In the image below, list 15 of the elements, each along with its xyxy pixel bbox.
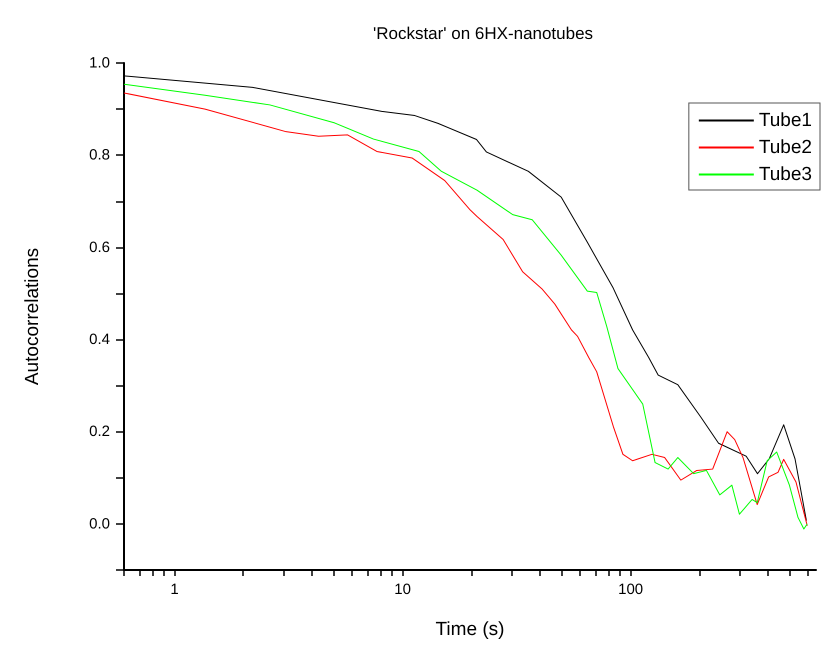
- legend-label: Tube2: [758, 137, 812, 158]
- y-tick-label: 0.6: [89, 238, 110, 256]
- x-tick-label: 10: [394, 581, 411, 598]
- y-tick-label: 0.8: [89, 146, 110, 164]
- x-tick-label: 100: [618, 581, 644, 598]
- x-tick-label: 1: [170, 581, 179, 598]
- x-axis-title: Time (s): [436, 619, 504, 640]
- y-axis-title: Autocorrelations: [22, 248, 43, 386]
- y-tick-label: 0.2: [89, 423, 110, 440]
- legend-label: Tube1: [758, 110, 812, 131]
- chart-title: 'Rockstar' on 6HX-nanotubes: [372, 24, 594, 43]
- y-tick-label: 0.0: [89, 515, 110, 532]
- y-tick-label: 1.0: [89, 54, 110, 72]
- legend-label: Tube3: [758, 164, 812, 185]
- y-tick-label: 0.4: [89, 331, 110, 348]
